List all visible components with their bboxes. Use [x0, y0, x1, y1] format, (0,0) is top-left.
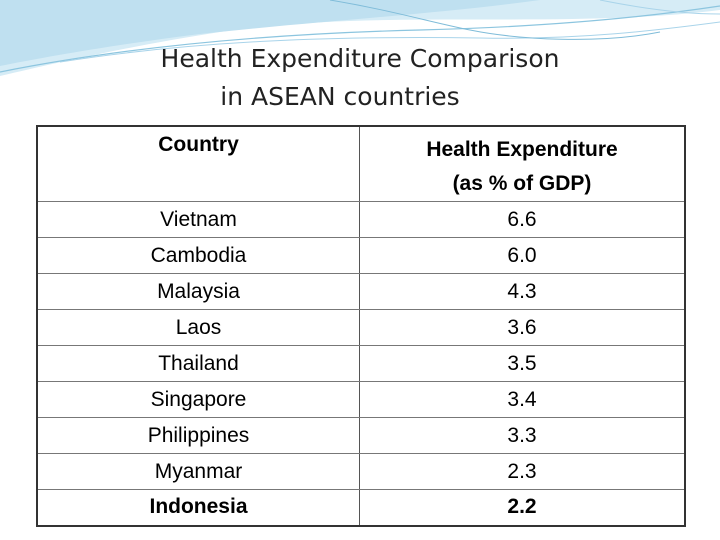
- wave-shape-mid: [0, 0, 540, 66]
- value-cell: 4.3: [359, 273, 685, 310]
- value-cell: 6.0: [359, 237, 685, 274]
- value-cell: 3.3: [359, 417, 685, 454]
- country-cell: Indonesia: [37, 489, 360, 526]
- header-country: Country: [37, 125, 360, 202]
- expenditure-table: Country Health Expenditure (as % of GDP)…: [36, 125, 686, 527]
- country-cell: Cambodia: [37, 237, 360, 274]
- table-row: Thailand 3.5: [37, 345, 685, 382]
- table-row: Myanmar 2.3: [37, 453, 685, 490]
- table-header-row: Country Health Expenditure (as % of GDP): [37, 125, 685, 202]
- header-expenditure-line1: Health Expenditure: [426, 138, 618, 161]
- table-row: Laos 3.6: [37, 309, 685, 346]
- value-cell: 6.6: [359, 201, 685, 238]
- table-row: Cambodia 6.0: [37, 237, 685, 274]
- wave-line-4: [599, 0, 720, 15]
- table-row: Philippines 3.3: [37, 417, 685, 454]
- country-cell: Laos: [37, 309, 360, 346]
- table-row-highlighted: Indonesia 2.2: [37, 489, 685, 526]
- country-cell: Vietnam: [37, 201, 360, 238]
- wave-line-2: [59, 21, 720, 63]
- country-cell: Myanmar: [37, 453, 360, 490]
- wave-line-1: [0, 5, 720, 73]
- country-cell: Thailand: [37, 345, 360, 382]
- page-title: Health Expenditure Comparison in ASEAN c…: [0, 40, 720, 116]
- table-row: Singapore 3.4: [37, 381, 685, 418]
- country-cell: Malaysia: [37, 273, 360, 310]
- title-line-1: Health Expenditure Comparison: [160, 44, 560, 73]
- title-line-2: in ASEAN countries: [220, 82, 460, 111]
- wave-line-3: [329, 0, 661, 40]
- table-row: Malaysia 4.3: [37, 273, 685, 310]
- value-cell: 3.5: [359, 345, 685, 382]
- value-cell: 3.6: [359, 309, 685, 346]
- country-cell: Singapore: [37, 381, 360, 418]
- value-cell: 2.3: [359, 453, 685, 490]
- header-expenditure-line2: (as % of GDP): [452, 172, 592, 195]
- header-wave-decoration: [0, 0, 720, 76]
- table-row: Vietnam 6.6: [37, 201, 685, 238]
- value-cell: 2.2: [359, 489, 685, 526]
- value-cell: 3.4: [359, 381, 685, 418]
- country-cell: Philippines: [37, 417, 360, 454]
- header-expenditure: Health Expenditure (as % of GDP): [359, 125, 685, 202]
